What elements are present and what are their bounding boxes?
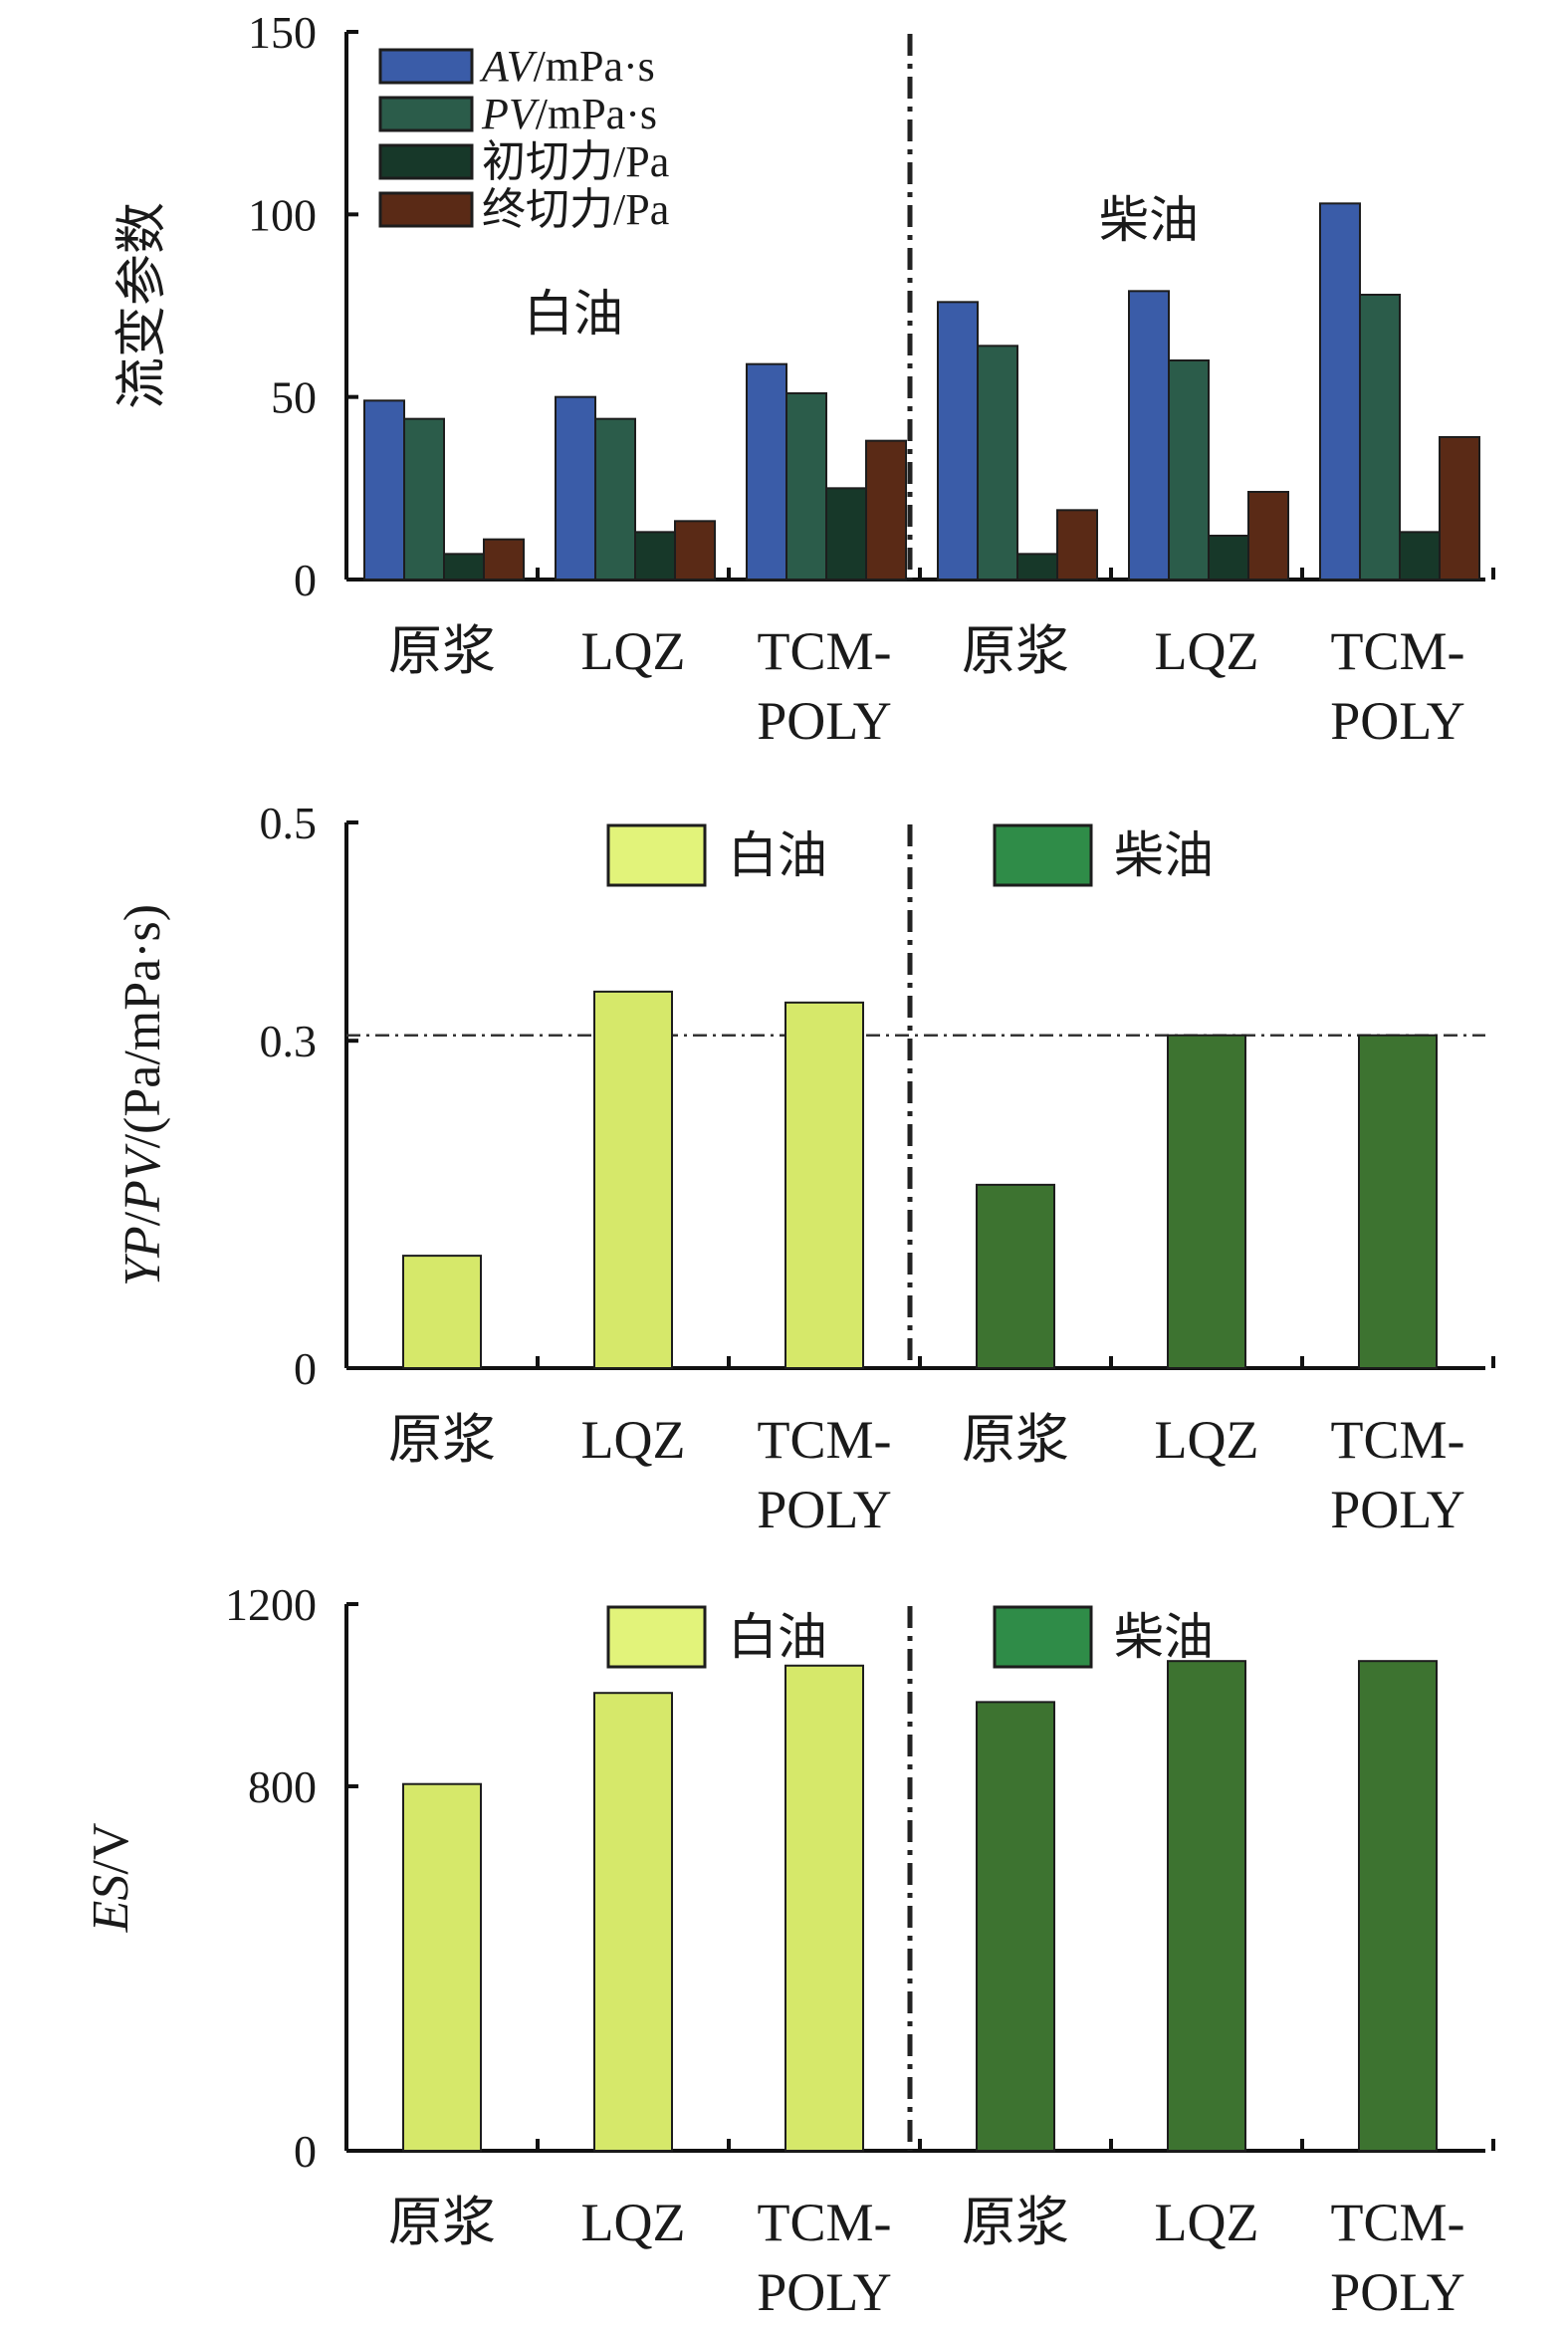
legend-label-2: 柴油 xyxy=(1114,827,1214,883)
bar-series2-cat4 xyxy=(977,345,1018,582)
bar-series3-cat3 xyxy=(825,487,867,582)
legend-label-2: PV/mPa·s xyxy=(481,90,657,138)
x-tick-label-0: 原浆 xyxy=(388,2193,496,2252)
bar-white-oil-cat2 xyxy=(593,990,673,1369)
bar-series1-cat2 xyxy=(555,395,596,581)
x-tick-label-5-line2: POLY xyxy=(1330,691,1465,751)
legend-label-2: 柴油 xyxy=(1114,1609,1214,1665)
x-tick-label-3: 原浆 xyxy=(962,1410,1069,1470)
bar-diesel-cat5 xyxy=(1167,1034,1246,1369)
y-axis-label: ES/V xyxy=(83,1823,139,1934)
x-tick-label-4: LQZ xyxy=(1155,1410,1259,1470)
legend-swatch-2 xyxy=(378,96,474,132)
x-tick-label-5-line1: TCM- xyxy=(1331,1410,1465,1470)
legend-label-3: 初切力/Pa xyxy=(482,137,669,186)
x-tick-label-2-line2: POLY xyxy=(757,1480,892,1539)
legend-swatch-3 xyxy=(378,143,474,180)
bar-series1-cat3 xyxy=(746,362,787,581)
y-tick-label: 0.3 xyxy=(260,1016,318,1066)
x-tick-label-2-line1: TCM- xyxy=(758,2193,892,2252)
bar-white-oil-cat2 xyxy=(593,1692,673,2153)
bar-series3-cat2 xyxy=(634,531,676,581)
bar-diesel-cat4 xyxy=(976,1701,1055,2153)
x-tick-label-3: 原浆 xyxy=(962,2193,1069,2252)
bar-series2-cat3 xyxy=(785,392,827,581)
legend-swatch-1 xyxy=(378,48,474,85)
group-label-2: 柴油 xyxy=(1099,192,1199,248)
x-tick-label-3: 原浆 xyxy=(962,621,1069,681)
legend-swatch-1 xyxy=(606,823,707,887)
group-label-1: 白油 xyxy=(524,286,623,342)
x-tick-label-4: LQZ xyxy=(1155,2193,1259,2252)
legend-swatch-1 xyxy=(606,1605,707,1669)
bar-series2-cat2 xyxy=(594,417,636,581)
legend-swatch-2 xyxy=(993,823,1093,887)
x-tick-label-2-line2: POLY xyxy=(757,2262,892,2322)
legend-label-1: AV/mPa·s xyxy=(479,42,655,91)
bar-series4-cat3 xyxy=(865,439,907,581)
bar-series1-cat5 xyxy=(1128,290,1170,581)
x-tick-label-2-line1: TCM- xyxy=(758,1410,892,1470)
bar-series3-cat4 xyxy=(1016,553,1058,581)
x-tick-label-1: LQZ xyxy=(581,1410,686,1470)
bar-series4-cat1 xyxy=(483,538,525,582)
bar-series1-cat4 xyxy=(937,301,979,581)
bar-series2-cat1 xyxy=(403,417,445,581)
y-axis-label: YP/PV/(Pa/mPa·s) xyxy=(114,904,171,1286)
bar-series1-cat6 xyxy=(1319,202,1361,581)
bar-series2-cat5 xyxy=(1168,359,1210,581)
legend-swatch-2 xyxy=(993,1605,1093,1669)
bar-series3-cat5 xyxy=(1208,535,1249,581)
x-tick-label-2-line2: POLY xyxy=(757,691,892,751)
bar-diesel-cat5 xyxy=(1167,1660,1246,2152)
bar-series4-cat4 xyxy=(1056,509,1098,581)
bar-series4-cat6 xyxy=(1439,436,1480,581)
bar-series4-cat2 xyxy=(674,520,716,581)
panel-es: 0 800 1200 原浆 LQZ TCM- POLY 原浆 LQZ TCM- POLY 白油 柴油 ES… xyxy=(83,1579,1495,2322)
bar-white-oil-cat3 xyxy=(784,1664,864,2152)
y-tick-label: 0 xyxy=(294,555,317,605)
y-tick-label: 0 xyxy=(294,2126,317,2177)
x-tick-label-5-line1: TCM- xyxy=(1331,2193,1465,2252)
y-tick-label: 800 xyxy=(248,1761,317,1812)
y-tick-label: 1200 xyxy=(225,1579,317,1630)
x-tick-label-1: LQZ xyxy=(581,621,686,681)
x-tick-label-5-line2: POLY xyxy=(1330,1480,1465,1539)
x-tick-label-5-line1: TCM- xyxy=(1331,621,1465,681)
bar-series2-cat6 xyxy=(1359,294,1401,581)
legend-swatch-4 xyxy=(378,191,474,228)
x-tick-label-5-line2: POLY xyxy=(1330,2262,1465,2322)
bar-white-oil-cat3 xyxy=(784,1001,864,1370)
bar-diesel-cat4 xyxy=(976,1183,1055,1369)
bar-series3-cat1 xyxy=(443,553,485,581)
y-tick-label: 50 xyxy=(271,372,317,423)
bar-white-oil-cat1 xyxy=(402,1782,482,2153)
bar-diesel-cat6 xyxy=(1358,1034,1438,1369)
panel-rheology: 0 50 100 150 原浆 LQZ TCM- POLY 原浆 LQZ TCM- POLY AV/mP… xyxy=(114,7,1495,751)
x-tick-label-2-line1: TCM- xyxy=(758,621,892,681)
bar-white-oil-cat1 xyxy=(402,1255,482,1370)
panel-yp-pv: 0 0.3 0.5 原浆 LQZ TCM- POLY 原浆 LQZ TCM- POLY 白油 柴油 YP/… xyxy=(114,798,1495,1539)
bar-diesel-cat6 xyxy=(1358,1660,1438,2152)
x-tick-label-4: LQZ xyxy=(1155,621,1259,681)
x-tick-label-1: LQZ xyxy=(581,2193,686,2252)
bar-series4-cat5 xyxy=(1247,491,1289,581)
legend-label-1: 白油 xyxy=(728,827,827,883)
y-tick-label: 0 xyxy=(294,1343,317,1394)
x-tick-label-0: 原浆 xyxy=(388,1410,496,1470)
bar-series1-cat1 xyxy=(363,399,405,582)
bar-series3-cat6 xyxy=(1399,531,1441,581)
y-tick-label: 0.5 xyxy=(260,798,318,848)
y-axis-label: 流变参数 xyxy=(114,202,171,409)
y-tick-label: 150 xyxy=(248,7,317,58)
legend-label-1: 白油 xyxy=(728,1609,827,1665)
y-tick-label: 100 xyxy=(248,189,317,240)
x-tick-label-0: 原浆 xyxy=(388,621,496,681)
legend-label-4: 终切力/Pa xyxy=(482,185,669,234)
